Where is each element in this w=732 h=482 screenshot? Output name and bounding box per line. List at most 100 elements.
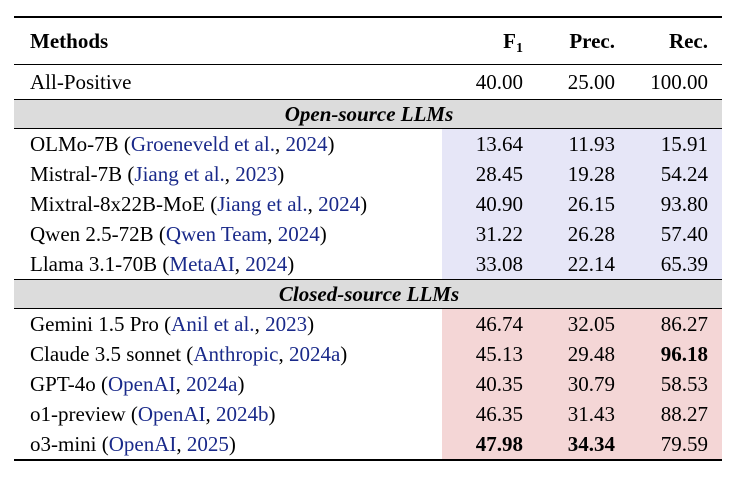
citation-year-link[interactable]: 2024 (277, 222, 320, 246)
baseline-f1: 40.00 (475, 70, 523, 94)
citation-separator: , (176, 432, 187, 456)
citation-author-link[interactable]: OpenAI (108, 432, 177, 456)
value-prec: 22.14 (537, 249, 629, 280)
model-name: Gemini 1.5 Pro ( (30, 312, 172, 336)
model-name-cell: Llama 3.1-70B (MetaAI, 2024) (14, 249, 442, 280)
citation-separator: , (175, 372, 187, 396)
citation-separator: , (234, 252, 246, 276)
citation-year-link[interactable]: 2024 (245, 252, 288, 276)
citation-author-link[interactable]: MetaAI (169, 252, 235, 276)
citation-author-link[interactable]: OpenAI (107, 372, 176, 396)
citation-close: ) (268, 402, 276, 426)
model-name-cell: o3-mini (OpenAI, 2025) (14, 429, 442, 460)
header-row: Methods F1 Prec. Rec. (14, 17, 722, 65)
value-prec: 26.15 (537, 189, 629, 219)
citation-separator: , (254, 312, 266, 336)
open-source-section-title: Open-source LLMs (14, 99, 722, 129)
model-name: o3-mini ( (30, 432, 109, 456)
citation-year-link[interactable]: 2025 (186, 432, 229, 456)
citation-close: ) (319, 222, 327, 246)
citation-separator: , (307, 192, 319, 216)
model-row: Mixtral-8x22B-MoE (Jiang et al., 2024) 40… (14, 189, 722, 219)
citation-author-link[interactable]: Anthropic (193, 342, 279, 366)
value-f1: 31.22 (442, 219, 537, 249)
open-source-section-row: Open-source LLMs (14, 99, 722, 129)
citation-close: ) (340, 342, 348, 366)
value-prec: 30.79 (537, 369, 629, 399)
header-f1-sub: 1 (516, 41, 523, 56)
model-name: Qwen 2.5-72B ( (30, 222, 166, 246)
value-rec: 79.59 (629, 429, 722, 460)
value-f1: 40.90 (442, 189, 537, 219)
citation-author-link[interactable]: Anil et al. (171, 312, 255, 336)
citation-close: ) (360, 192, 368, 216)
model-row: Llama 3.1-70B (MetaAI, 2024) 33.08 22.14 65… (14, 249, 722, 280)
model-name-cell: OLMo-7B (Groeneveld et al., 2024) (14, 129, 442, 160)
citation-author-link[interactable]: Groeneveld et al. (130, 132, 275, 156)
citation-close: ) (327, 132, 335, 156)
citation-year-link[interactable]: 2024a (186, 372, 238, 396)
value-f1: 46.74 (442, 308, 537, 339)
value-prec: 11.93 (537, 128, 629, 159)
model-row: Gemini 1.5 Pro (Anil et al., 2023) 46.74 3… (14, 308, 722, 340)
value-f1: 33.08 (442, 249, 537, 280)
model-row: OLMo-7B (Groeneveld et al., 2024) 13.64 11… (14, 128, 722, 160)
citation-separator: , (224, 162, 236, 186)
value-rec: 15.91 (629, 128, 722, 159)
citation-author-link[interactable]: OpenAI (137, 402, 206, 426)
header-f1: F1 (442, 17, 537, 65)
model-row: o3-mini (OpenAI, 2025) 47.98 34.34 79.59 (14, 429, 722, 460)
value-rec: 54.24 (629, 159, 722, 189)
value-f1: 13.64 (442, 128, 537, 159)
value-rec: 93.80 (629, 189, 722, 219)
value-prec: 29.48 (537, 339, 629, 369)
baseline-rec: 100.00 (650, 70, 708, 94)
model-name-cell: Gemini 1.5 Pro (Anil et al., 2023) (14, 309, 442, 340)
citation-year-link[interactable]: 2024a (288, 342, 341, 366)
closed-source-section-row: Closed-source LLMs (14, 279, 722, 309)
value-prec: 32.05 (537, 308, 629, 339)
model-name: OLMo-7B ( (30, 132, 131, 156)
model-row: Qwen 2.5-72B (Qwen Team, 2024) 31.22 26.28… (14, 219, 722, 249)
closed-source-section-title: Closed-source LLMs (14, 279, 722, 309)
citation-year-link[interactable]: 2024 (318, 192, 361, 216)
citation-close: ) (277, 162, 285, 186)
model-row: o1-preview (OpenAI, 2024b) 46.35 31.43 88.2… (14, 399, 722, 429)
value-f1: 45.13 (442, 339, 537, 369)
citation-close: ) (237, 372, 245, 396)
header-methods: Methods (30, 29, 109, 53)
model-name-cell: Claude 3.5 sonnet (Anthropic, 2024a) (14, 339, 442, 369)
baseline-row: All-Positive 40.00 25.00 100.00 (14, 64, 722, 100)
citation-author-link[interactable]: Jiang et al. (217, 192, 308, 216)
closed-source-rows: Gemini 1.5 Pro (Anil et al., 2023) 46.74 3… (14, 308, 722, 460)
value-rec: 86.27 (629, 308, 722, 339)
model-row: Claude 3.5 sonnet (Anthropic, 2024a) 45.1… (14, 339, 722, 369)
header-rec: Rec. (668, 29, 708, 53)
value-prec: 26.28 (537, 219, 629, 249)
model-name: Mixtral-8x22B-MoE ( (30, 192, 218, 216)
model-name-cell: o1-preview (OpenAI, 2024b) (14, 399, 442, 429)
results-table-container: Methods F1 Prec. Rec. All-Positive 40.00… (14, 16, 722, 461)
header-prec: Prec. (569, 29, 615, 53)
citation-separator: , (267, 222, 278, 246)
model-name: o1-preview ( (30, 402, 138, 426)
value-prec: 31.43 (537, 399, 629, 429)
value-f1: 40.35 (442, 369, 537, 399)
open-source-rows: OLMo-7B (Groeneveld et al., 2024) 13.64 11… (14, 128, 722, 280)
citation-year-link[interactable]: 2023 (265, 312, 308, 336)
citation-author-link[interactable]: Jiang et al. (134, 162, 225, 186)
model-name: GPT-4o ( (30, 372, 108, 396)
model-name: Mistral-7B ( (30, 162, 135, 186)
citation-year-link[interactable]: 2024b (216, 402, 269, 426)
citation-close: ) (307, 312, 315, 336)
citation-year-link[interactable]: 2024 (285, 132, 328, 156)
citation-author-link[interactable]: Qwen Team (165, 222, 268, 246)
model-name: Llama 3.1-70B ( (30, 252, 170, 276)
citation-year-link[interactable]: 2023 (235, 162, 278, 186)
value-rec: 88.27 (629, 399, 722, 429)
value-rec: 65.39 (629, 249, 722, 280)
citation-separator: , (205, 402, 217, 426)
model-name-cell: Mistral-7B (Jiang et al., 2023) (14, 159, 442, 189)
model-row: GPT-4o (OpenAI, 2024a) 40.35 30.79 58.53 (14, 369, 722, 399)
citation-separator: , (278, 342, 289, 366)
